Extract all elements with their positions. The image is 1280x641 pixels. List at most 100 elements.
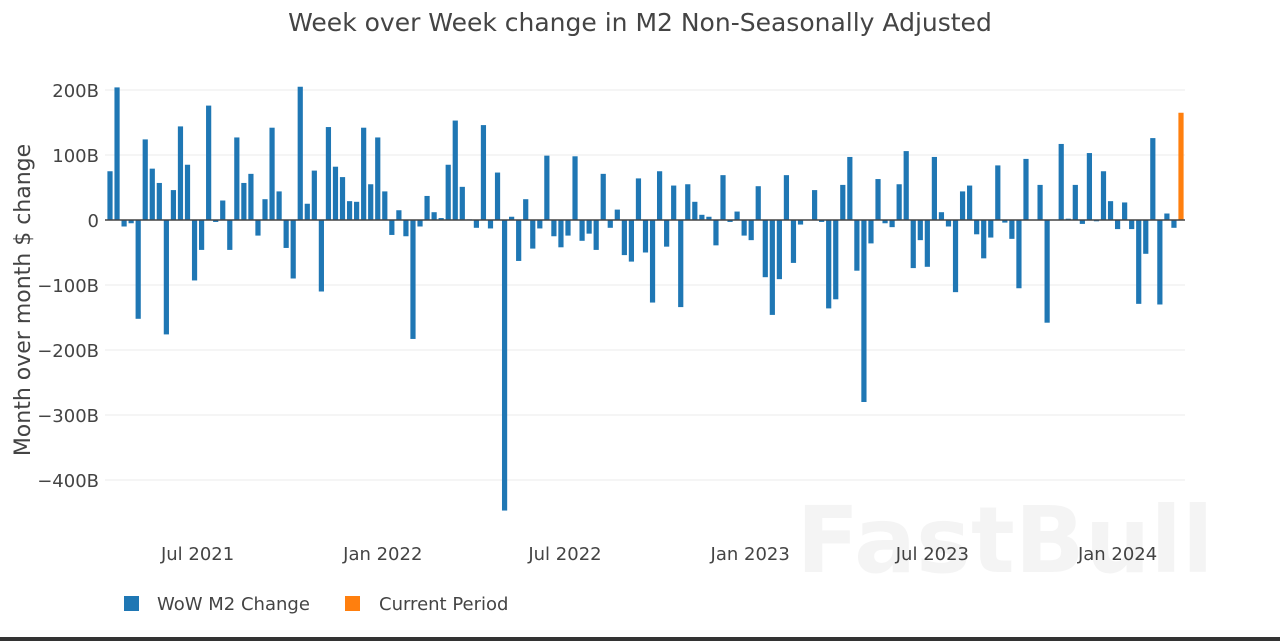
bar-wow-m2-change	[974, 220, 980, 235]
bar-wow-m2-change	[269, 127, 275, 220]
bar-wow-m2-change	[741, 220, 747, 236]
legend-item-wow[interactable]: WoW M2 Change	[124, 594, 310, 615]
bar-wow-m2-change	[290, 220, 296, 279]
bar-wow-m2-change	[142, 139, 148, 220]
bar-wow-m2-change	[227, 220, 233, 250]
bar-wow-m2-change	[656, 171, 663, 220]
bar-wow-m2-change	[910, 220, 916, 269]
bar-wow-m2-change	[516, 220, 522, 261]
y-tick-label: 200B	[52, 81, 99, 102]
bar-wow-m2-change	[509, 216, 515, 220]
bar-wow-m2-change	[417, 220, 423, 227]
bar-wow-m2-change	[473, 220, 479, 228]
bar-wow-m2-change	[607, 220, 613, 228]
bar-wow-m2-change	[283, 220, 289, 248]
bar-wow-m2-change	[678, 220, 684, 308]
bar-wow-m2-change	[1114, 220, 1121, 230]
y-axis-label: Month over month $ change	[11, 144, 36, 456]
bar-wow-m2-change	[988, 220, 994, 238]
bar-wow-m2-change	[762, 220, 768, 278]
bar-wow-m2-change	[375, 137, 381, 220]
x-tick-label: Jan 2023	[710, 544, 790, 565]
bar-wow-m2-change	[868, 220, 874, 244]
x-tick-label: Jul 2022	[527, 544, 601, 565]
bar-wow-m2-change	[593, 220, 599, 250]
bar-wow-m2-change	[170, 190, 177, 220]
bar-wow-m2-change	[826, 220, 832, 309]
bar-wow-m2-change	[368, 184, 374, 220]
bar-wow-m2-change	[163, 220, 169, 335]
bar-wow-m2-change	[346, 201, 353, 220]
bar-wow-m2-change	[727, 220, 733, 222]
gridlines	[105, 89, 1185, 481]
x-axis-ticks: Jul 2021 Jan 2022 Jul 2022 Jan 2023 Jul 2023…	[160, 544, 1157, 565]
bar-wow-m2-change	[833, 220, 839, 300]
bar-wow-m2-change	[952, 220, 959, 293]
bar-wow-m2-change	[304, 203, 310, 220]
bar-wow-m2-change	[1150, 138, 1156, 220]
bar-wow-m2-change	[445, 164, 451, 220]
legend-item-current[interactable]: Current Period	[345, 594, 508, 615]
bar-wow-m2-change	[1122, 202, 1128, 220]
bar-wow-m2-change	[262, 199, 268, 220]
bar-wow-m2-change	[551, 220, 557, 237]
bar-wow-m2-change	[699, 214, 705, 220]
legend-swatch-current	[345, 596, 360, 611]
y-tick-label: −100B	[37, 276, 99, 297]
bar-wow-m2-change	[628, 220, 635, 262]
bar-wow-m2-change	[128, 220, 134, 224]
bar-wow-m2-change	[403, 220, 409, 237]
bar-wow-m2-change	[917, 220, 923, 241]
bar-wow-m2-change	[325, 127, 332, 220]
bar-wow-m2-change	[241, 182, 247, 220]
bar-wow-m2-change	[198, 220, 205, 250]
bar-wow-m2-change	[339, 177, 346, 220]
bar-wow-m2-change	[572, 156, 578, 220]
bar-wow-m2-change	[600, 173, 606, 220]
bar-wow-m2-change	[931, 156, 937, 220]
bar-wow-m2-change	[410, 220, 416, 339]
bar-wow-m2-change	[685, 184, 691, 220]
bar-wow-m2-change	[311, 170, 317, 220]
bar-wow-m2-change	[840, 184, 846, 220]
bar-wow-m2-change	[847, 156, 853, 220]
bar-wow-m2-change	[1037, 184, 1043, 220]
x-tick-label: Jan 2024	[1077, 544, 1157, 565]
bar-wow-m2-change	[1100, 171, 1107, 220]
bar-current-period	[1178, 112, 1184, 220]
bottom-border	[0, 637, 1280, 641]
legend-swatch-wow	[124, 596, 139, 611]
bar-wow-m2-change	[861, 220, 867, 402]
x-tick-label: Jul 2023	[895, 544, 969, 565]
legend-label-wow: WoW M2 Change	[157, 594, 310, 615]
bar-wow-m2-change	[692, 201, 698, 220]
bar-wow-m2-change	[889, 220, 895, 228]
x-tick-label: Jul 2021	[160, 544, 234, 565]
bar-wow-m2-change	[389, 220, 395, 235]
bar-wow-m2-change	[332, 166, 339, 220]
bar-wow-m2-change	[135, 220, 141, 319]
y-tick-label: 100B	[52, 146, 99, 167]
y-tick-label: 0	[88, 211, 99, 232]
bar-wow-m2-change	[361, 127, 367, 220]
bar-wow-m2-change	[776, 220, 782, 280]
bar-wow-m2-change	[121, 220, 127, 227]
bar-wow-m2-change	[981, 220, 987, 259]
bar-wow-m2-change	[671, 185, 677, 220]
bar-wow-m2-change	[480, 125, 487, 220]
bar-wow-m2-change	[494, 172, 501, 220]
bar-wow-m2-change	[452, 120, 458, 220]
bar-wow-m2-change	[565, 220, 571, 236]
bar-wow-m2-change	[621, 220, 627, 256]
bar-wow-m2-change	[649, 220, 656, 303]
bar-wow-m2-change	[755, 186, 761, 220]
bars	[107, 86, 1184, 511]
bar-wow-m2-change	[114, 87, 120, 221]
bar-wow-m2-change	[487, 220, 494, 229]
bar-wow-m2-change	[1072, 184, 1078, 220]
bar-wow-m2-change	[734, 211, 740, 220]
bar-wow-m2-change	[790, 220, 797, 263]
bar-wow-m2-change	[896, 184, 902, 220]
bar-wow-m2-change	[945, 220, 952, 227]
bar-wow-m2-change	[213, 220, 219, 222]
